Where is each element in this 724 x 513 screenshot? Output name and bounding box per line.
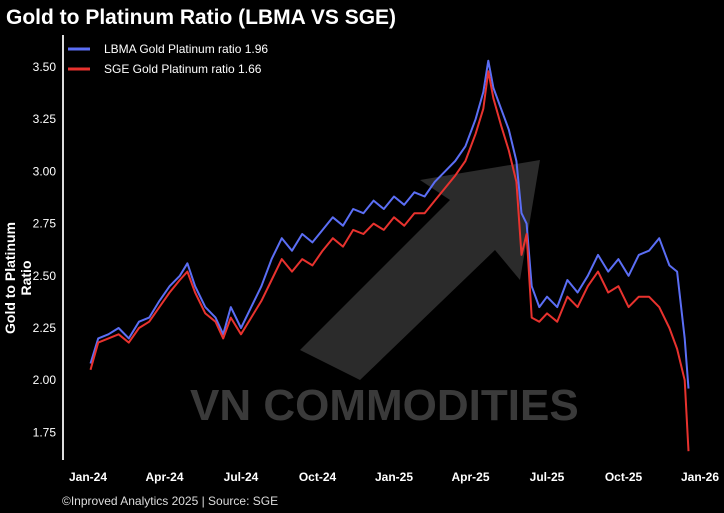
y-tick-label: 2.00: [33, 373, 57, 387]
legend-label-sge: SGE Gold Platinum ratio 1.66: [104, 62, 262, 76]
y-tick-label: 3.25: [33, 112, 57, 126]
x-tick-label: Apr-25: [451, 470, 489, 484]
x-tick-label: Jan-24: [69, 470, 107, 484]
x-tick-label: Jan-26: [681, 470, 719, 484]
y-tick-label: 1.75: [33, 425, 57, 439]
series-line-lbma: [89, 59, 690, 389]
series-line-sge: [89, 70, 690, 452]
y-tick-label: 2.25: [33, 321, 57, 335]
watermark-arrow-icon: [300, 160, 540, 380]
y-tick-label: 2.50: [33, 269, 57, 283]
x-tick-label: Jul-25: [530, 470, 565, 484]
watermark-text: VN COMMODITIES: [190, 381, 579, 430]
x-tick-label: Apr-24: [145, 470, 183, 484]
chart-title: Gold to Platinum Ratio (LBMA VS SGE): [6, 6, 397, 29]
y-tick-label: 3.00: [33, 164, 57, 178]
watermark: VN COMMODITIES: [190, 160, 579, 430]
y-tick-label: 2.75: [33, 217, 57, 231]
x-tick-label: Oct-24: [299, 470, 337, 484]
legend: LBMA Gold Platinum ratio 1.96 SGE Gold P…: [68, 42, 268, 76]
x-tick-label: Oct-25: [605, 470, 643, 484]
y-tick-label: 3.50: [33, 60, 57, 74]
footer-source: ©Inproved Analytics 2025 | Source: SGE: [62, 494, 279, 508]
legend-label-lbma: LBMA Gold Platinum ratio 1.96: [104, 42, 268, 56]
x-tick-label: Jan-25: [375, 470, 413, 484]
x-tick-label: Jul-24: [224, 470, 259, 484]
